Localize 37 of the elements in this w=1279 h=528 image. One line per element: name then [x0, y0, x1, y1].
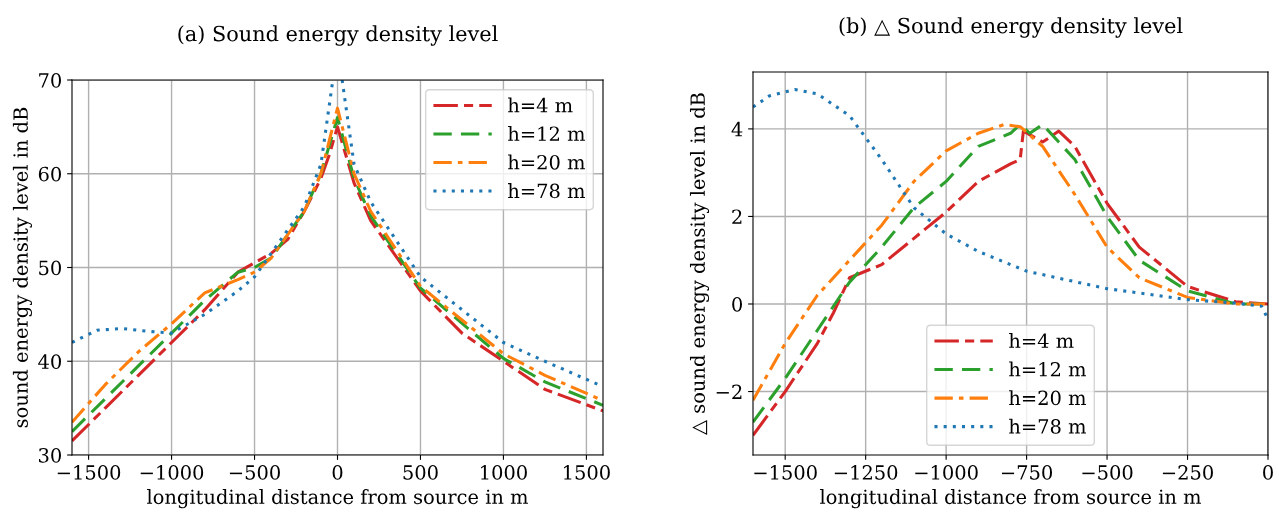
x-tick-label: −250: [1162, 465, 1213, 480]
x-tick-label: −1250: [834, 465, 898, 480]
x-tick-label: 1500: [564, 465, 610, 480]
x-tick-label: 0: [332, 465, 343, 480]
legend-label: h=12 m: [1009, 361, 1086, 377]
x-tick-label: 1000: [481, 465, 527, 480]
y-tick-label: −2: [716, 384, 742, 399]
y-tick-label: 4: [731, 121, 743, 137]
legend-label: h=78 m: [1009, 418, 1086, 434]
x-tick-label: −500: [1082, 465, 1133, 480]
x-axis-title: longitudinal distance from source in m: [820, 489, 1201, 509]
legend-label: h=12 m: [508, 126, 585, 141]
x-tick-label: −1000: [915, 465, 978, 480]
chart-title: (b) △ Sound energy density level: [839, 17, 1183, 38]
y-tick-label: 30: [39, 447, 61, 463]
y-tick-label: 2: [732, 209, 742, 224]
x-tick-label: −1000: [140, 465, 204, 480]
legend-label: h=78 m: [508, 183, 585, 199]
y-tick-label: 60: [38, 166, 61, 182]
y-tick-label: 70: [39, 72, 61, 88]
x-tick-label: 0: [1263, 465, 1273, 480]
chart-title: (a) Sound energy density level: [178, 25, 498, 46]
y-axis-title: sound energy density level in dB: [12, 107, 32, 428]
y-tick-label: 0: [732, 296, 742, 312]
x-tick-label: −1500: [754, 465, 817, 480]
legend-label: h=4 m: [508, 97, 573, 113]
legend-label: h=20 m: [1009, 390, 1086, 406]
x-tick-label: −500: [229, 465, 280, 480]
x-tick-label: −1500: [57, 465, 121, 480]
legend-label: h=20 m: [508, 154, 585, 170]
x-tick-label: 500: [403, 465, 438, 480]
y-tick-label: 50: [39, 260, 61, 276]
x-axis-title: longitudinal distance from source in m: [147, 489, 528, 509]
x-tick-label: −750: [1001, 465, 1052, 480]
legend-label: h=4 m: [1009, 333, 1074, 348]
y-tick-label: 40: [38, 354, 61, 369]
y-axis-title: △ sound energy density level in dB: [689, 93, 710, 435]
